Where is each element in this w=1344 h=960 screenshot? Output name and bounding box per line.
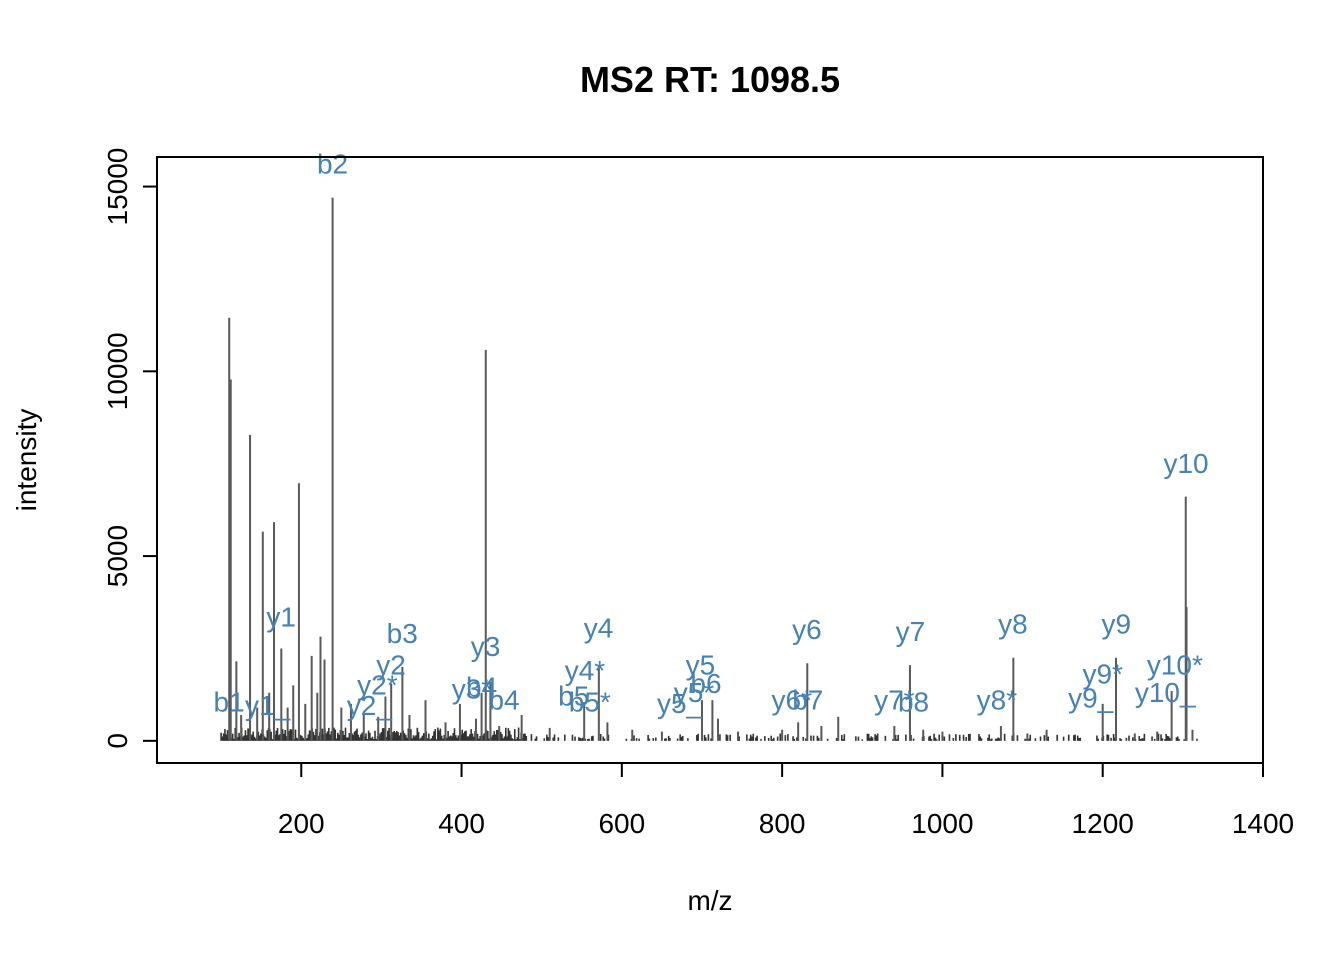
peaks-layer	[228, 197, 1194, 741]
fragment-label: y9	[1102, 609, 1132, 640]
fragment-label: b5*	[569, 686, 611, 717]
chart-title: MS2 RT: 1098.5	[580, 59, 840, 100]
x-tick-label: 400	[438, 808, 485, 839]
fragment-label: y10*	[1147, 649, 1203, 680]
x-tick-label: 1000	[911, 808, 973, 839]
fragment-label: y3*	[452, 673, 493, 704]
fragment-label: y7*	[874, 684, 915, 715]
y-tick-label: 10000	[102, 332, 133, 410]
fragment-label: y5*	[674, 677, 715, 708]
y-tick-label: 15000	[102, 148, 133, 226]
x-tick-label: 1400	[1232, 808, 1294, 839]
fragment-label: y4*	[565, 655, 606, 686]
fragment-label: y5_	[657, 688, 703, 719]
fragment-label: b5	[558, 681, 589, 712]
fragment-label: b1	[214, 686, 245, 717]
y-tick-label: 5000	[102, 525, 133, 587]
fragment-label: y7	[896, 616, 926, 647]
fragment-label: y4	[584, 612, 614, 643]
fragment-label: y6	[792, 614, 822, 645]
fragment-label: y3	[471, 631, 501, 662]
fragment-label: y9_	[1068, 683, 1114, 714]
fragment-label: y1_	[245, 690, 291, 721]
fragment-label: y2*	[357, 670, 398, 701]
x-axis-label: m/z	[687, 885, 732, 916]
noise-peaks	[220, 727, 1198, 741]
fragment-label: b4	[488, 684, 519, 715]
x-tick-label: 800	[759, 808, 806, 839]
fragment-label: b6	[690, 668, 721, 699]
fragment-label: y8*	[977, 684, 1018, 715]
fragment-label: b3	[387, 618, 418, 649]
fragment-label: y5	[686, 649, 716, 680]
fragment-label: b8	[898, 686, 929, 717]
fragment-label: y6*	[772, 684, 813, 715]
fragment-label: y9*	[1082, 659, 1123, 690]
fragment-label: y2	[376, 649, 406, 680]
x-axis: 200 400 600 800 1000 1200 1400	[278, 762, 1294, 839]
x-tick-label: 200	[278, 808, 325, 839]
fragment-label: y10_	[1135, 677, 1196, 708]
x-tick-label: 1200	[1072, 808, 1134, 839]
fragment-label: y8	[998, 609, 1028, 640]
fragment-label: b2	[317, 149, 348, 180]
fragment-label: y2_	[347, 690, 393, 721]
y-axis: 0 5000 10000 15000	[102, 148, 158, 749]
y-tick-label: 0	[102, 733, 133, 749]
fragment-label: y10	[1163, 448, 1208, 479]
x-tick-label: 600	[598, 808, 645, 839]
fragment-label: b4	[466, 671, 497, 702]
fragment-label: b7	[792, 684, 823, 715]
y-axis-label: intensity	[11, 409, 42, 512]
fragment-label: y1	[266, 601, 296, 632]
